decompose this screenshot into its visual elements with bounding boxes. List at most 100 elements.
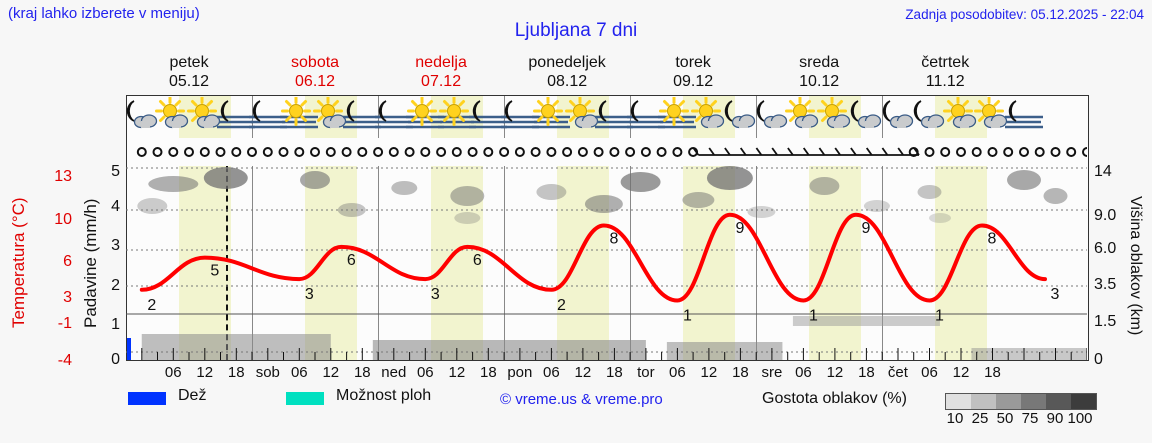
last-update-text: Zadnja posodobitev: 05.12.2025 - 22:04 (905, 7, 1144, 22)
prec-tick-4: 4 (111, 198, 120, 215)
day-name: četrtek (921, 54, 970, 71)
temp-tick-3: 3 (63, 289, 72, 306)
day-date: 11.12 (925, 73, 965, 90)
location-menu-hint[interactable]: (kraj lahko izberete v meniju) (8, 5, 200, 22)
hour-label-12-9: 12 (448, 364, 466, 381)
weather-icon-sun-cloud-14 (563, 97, 603, 137)
day-header-ponedeljek: ponedeljek 08.12 (504, 53, 630, 91)
day-divider-2 (378, 166, 380, 360)
hour-label-12-21: 12 (826, 364, 844, 381)
hour-label-čet-23: čet (887, 364, 908, 381)
weather-icon-moon-cloud-23 (846, 97, 886, 137)
day-header-bar: petek 05.12 sobota 06.12 nedelja 07.12 ponedel… (126, 53, 1089, 91)
hour-label-18-10: 18 (480, 364, 497, 381)
day-date: 10.12 (799, 73, 840, 90)
hour-label-06-0: 06 (164, 364, 182, 381)
legend-bar: Dež Možnost ploh (0, 386, 1152, 443)
hour-label-06-4: 06 (290, 364, 308, 381)
svg-text:1: 1 (683, 308, 692, 325)
weather-icon-sun-fog-13 (531, 97, 571, 137)
weather-icon-sun-cloud-26 (941, 97, 981, 137)
day-name: nedelja (415, 54, 467, 71)
daylight-shade-5 (808, 166, 862, 360)
svg-text:9: 9 (861, 220, 870, 237)
weather-icon-sun-fog-5 (279, 97, 319, 137)
svg-text:5: 5 (210, 263, 219, 280)
axis-title-cloud-height: Višina oblakov (km) (1127, 195, 1144, 336)
svg-text:1: 1 (809, 308, 818, 325)
legend-label-showers: Možnost ploh (336, 387, 432, 404)
hour-label-12-17: 12 (700, 364, 718, 381)
day-header-nedelja: nedelja 07.12 (378, 53, 504, 91)
cloud-density-tick-25: 25 (971, 410, 989, 427)
hour-label-ned-7: ned (381, 364, 407, 381)
temp-tick-6: 6 (63, 253, 72, 270)
hour-label-06-24: 06 (921, 364, 938, 381)
weather-icon-moon-cloud-20 (752, 97, 792, 137)
day-header-sreda: sreda 10.12 (756, 53, 882, 91)
hour-label-sob-3: sob (255, 364, 280, 381)
day-date: 09.12 (673, 73, 714, 90)
day-divider-1 (252, 166, 254, 360)
hour-label-12-25: 12 (952, 364, 970, 381)
cloud-density-step-10 (946, 394, 971, 409)
page-title: Ljubljana 7 dni (514, 20, 638, 41)
weather-icon-sun-cloud-21 (783, 97, 823, 137)
cloud-tick-14: 14 (1094, 163, 1112, 180)
legend-label-rain: Dež (178, 387, 207, 404)
weather-icon-sun-cloud-27 (972, 97, 1012, 137)
svg-text:6: 6 (473, 252, 482, 269)
hour-label-06-16: 06 (669, 364, 686, 381)
cloud-density-tick-50: 50 (996, 410, 1014, 427)
axis-title-temperature: Temperatura (°C) (9, 197, 28, 329)
day-divider-4 (630, 166, 632, 360)
svg-text:3: 3 (431, 286, 440, 303)
temp-tick--4: -4 (57, 352, 72, 369)
wind-symbol-row (126, 139, 1087, 164)
prec-tick-0: 0 (111, 351, 120, 368)
temp-tick--1: -1 (57, 315, 72, 332)
svg-text:6: 6 (347, 252, 356, 269)
cloud-tick-6.0: 6.0 (1094, 240, 1117, 257)
day-date: 06.12 (295, 73, 336, 90)
prec-tick-2: 2 (111, 277, 120, 294)
cloud-density-step-50 (996, 394, 1021, 409)
cloud-density-tick-100: 100 (1067, 410, 1093, 427)
day-header-četrtek: četrtek 11.12 (882, 53, 1008, 91)
weather-icon-sun-cloud-1 (153, 97, 193, 137)
weather-icon-moon-fog-28 (1004, 97, 1044, 137)
day-date: 07.12 (421, 73, 462, 90)
cloud-density-tick-10: 10 (946, 410, 964, 427)
hour-label-12-13: 12 (574, 364, 592, 381)
svg-text:2: 2 (557, 297, 566, 314)
current-time-marker (225, 166, 228, 360)
day-date: 05.12 (168, 73, 210, 90)
weather-icon-sun-cloud-2 (185, 97, 225, 137)
day-divider-5 (756, 166, 758, 360)
day-divider-5 (756, 96, 758, 138)
hour-label-12-5: 12 (322, 364, 340, 381)
weather-icon-sun-cloud-22 (815, 97, 855, 137)
svg-text:3: 3 (305, 286, 314, 303)
svg-text:2: 2 (147, 297, 156, 314)
hour-label-18-18: 18 (732, 364, 749, 381)
hour-label-18-2: 18 (227, 364, 245, 381)
hour-label-06-8: 06 (416, 364, 434, 381)
svg-text:8: 8 (609, 231, 618, 248)
hour-label-06-12: 06 (543, 364, 560, 381)
cloud-density-step-75 (1021, 394, 1046, 409)
temperature-and-cloud-svg: 2 5 3 6 3 6 2 8 1 9 1 9 1 8 3 (126, 166, 1087, 360)
svg-text:9: 9 (735, 220, 744, 237)
cloud-density-tick-75: 75 (1021, 410, 1039, 427)
day-divider-6 (882, 166, 884, 360)
day-header-sobota: sobota 06.12 (252, 53, 378, 91)
credit-link[interactable]: © vreme.us & vreme.pro (500, 391, 663, 408)
prec-tick-5: 5 (111, 163, 120, 180)
cloud-tick-9.0: 9.0 (1094, 207, 1117, 224)
day-header-torek: torek 09.12 (630, 53, 756, 91)
day-name: petek (169, 54, 209, 71)
cloud-density-step-90 (1046, 394, 1071, 409)
daylight-shade-6 (934, 166, 988, 360)
prec-tick-3: 3 (111, 237, 120, 254)
